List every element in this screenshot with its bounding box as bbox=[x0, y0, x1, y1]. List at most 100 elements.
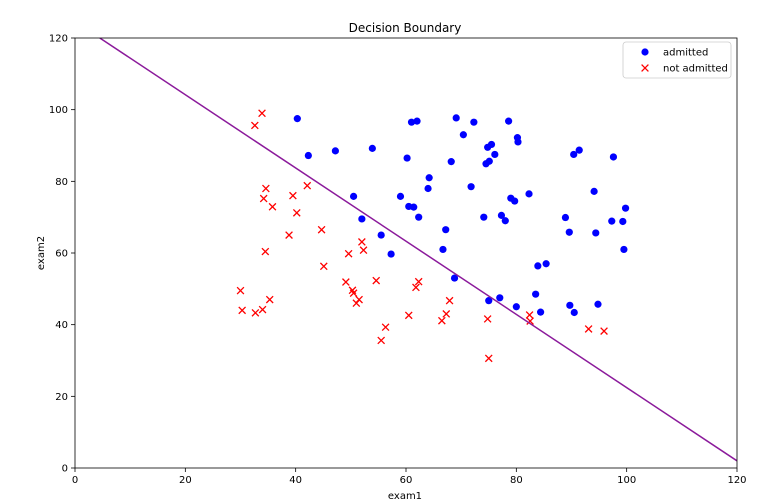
admitted-point bbox=[450, 274, 459, 282]
admitted-point bbox=[377, 231, 385, 239]
admitted-point bbox=[480, 213, 488, 221]
x-tick-label: 20 bbox=[179, 475, 192, 486]
admitted-point bbox=[447, 158, 455, 166]
admitted-point bbox=[487, 140, 496, 149]
admitted-point bbox=[505, 117, 513, 125]
x-tick-label: 100 bbox=[617, 475, 636, 486]
not-admitted-point bbox=[525, 311, 534, 319]
admitted-point bbox=[368, 144, 376, 152]
legend-marker-not-admitted bbox=[641, 64, 649, 72]
not-admitted-point bbox=[349, 289, 358, 297]
not-admitted-point bbox=[358, 238, 366, 246]
not-admitted-point bbox=[584, 325, 593, 333]
admitted-point bbox=[396, 192, 405, 200]
y-tick-label: 0 bbox=[62, 464, 68, 475]
admitted-point bbox=[514, 138, 522, 146]
not-admitted-point bbox=[445, 296, 454, 305]
not-admitted-point bbox=[250, 121, 259, 130]
admitted-point bbox=[501, 217, 509, 225]
admitted-point bbox=[415, 213, 423, 221]
admitted-point bbox=[425, 174, 433, 182]
admitted-point bbox=[470, 118, 478, 126]
decision-boundary-line bbox=[99, 38, 737, 462]
not-admitted-point bbox=[355, 295, 363, 304]
not-admitted-point bbox=[377, 336, 386, 345]
not-admitted-point bbox=[404, 311, 413, 320]
not-admitted-point bbox=[258, 305, 267, 314]
admitted-point bbox=[485, 297, 493, 305]
not-admitted-point bbox=[483, 315, 492, 323]
y-tick-label: 20 bbox=[55, 392, 68, 403]
chart-title: Decision Boundary bbox=[349, 21, 462, 35]
not-admitted-point bbox=[437, 316, 446, 325]
not-admitted-point bbox=[526, 317, 534, 325]
admitted-point bbox=[620, 245, 628, 254]
admitted-point bbox=[439, 245, 447, 254]
not-admitted-point bbox=[359, 246, 368, 254]
admitted-point bbox=[331, 147, 339, 155]
admitted-point bbox=[566, 301, 574, 309]
x-tick-label: 80 bbox=[510, 475, 523, 486]
admitted-point bbox=[561, 213, 570, 222]
series-not-admitted bbox=[236, 109, 608, 363]
admitted-point bbox=[621, 204, 630, 212]
admitted-point bbox=[570, 308, 578, 317]
not-admitted-point bbox=[319, 262, 328, 271]
admitted-point bbox=[609, 153, 618, 161]
not-admitted-point bbox=[261, 247, 270, 256]
x-tick-label: 60 bbox=[400, 475, 413, 486]
not-admitted-point bbox=[236, 286, 245, 295]
admitted-point bbox=[575, 146, 583, 154]
y-tick-label: 40 bbox=[55, 320, 68, 331]
not-admitted-point bbox=[342, 278, 350, 286]
admitted-point bbox=[358, 215, 366, 223]
not-admitted-point bbox=[317, 225, 326, 234]
not-admitted-point bbox=[285, 231, 293, 239]
legend-box bbox=[622, 41, 732, 79]
not-admitted-point bbox=[251, 308, 260, 317]
legend: admitted not admitted bbox=[622, 41, 732, 79]
admitted-point bbox=[525, 190, 533, 198]
not-admitted-point bbox=[265, 295, 274, 304]
admitted-point bbox=[570, 150, 578, 159]
not-admitted-point bbox=[344, 249, 353, 258]
admitted-point bbox=[542, 260, 550, 268]
not-admitted-point bbox=[258, 109, 266, 118]
y-axis-label: exam2 bbox=[36, 236, 47, 270]
admitted-point bbox=[467, 183, 475, 191]
admitted-point bbox=[304, 151, 312, 160]
y-tick-label: 80 bbox=[55, 177, 68, 188]
not-admitted-point bbox=[289, 191, 297, 200]
not-admitted-point bbox=[238, 306, 247, 315]
admitted-point bbox=[452, 114, 460, 122]
y-tick-label: 60 bbox=[55, 249, 68, 260]
admitted-point bbox=[387, 250, 395, 258]
legend-label: not admitted bbox=[663, 64, 728, 75]
x-tick-label: 120 bbox=[727, 475, 746, 486]
admitted-point bbox=[485, 157, 493, 165]
admitted-point bbox=[512, 303, 520, 311]
admitted-point bbox=[565, 228, 573, 236]
admitted-point bbox=[407, 118, 416, 126]
legend-label: admitted bbox=[663, 48, 708, 59]
admitted-point bbox=[608, 217, 616, 225]
plot-area: 0 20 40 60 80 100 120 0 20 40 60 80 100 120 bbox=[49, 34, 747, 487]
not-admitted-point bbox=[381, 323, 390, 332]
not-admitted-point bbox=[303, 181, 312, 190]
admitted-point bbox=[619, 217, 627, 226]
admitted-point bbox=[511, 197, 519, 205]
admitted-point bbox=[496, 294, 504, 302]
x-tick-label: 40 bbox=[289, 475, 302, 486]
not-admitted-point bbox=[414, 277, 423, 286]
not-admitted-point bbox=[412, 283, 420, 292]
x-tick-label: 0 bbox=[72, 475, 78, 486]
not-admitted-point bbox=[442, 310, 451, 318]
admitted-point bbox=[349, 192, 358, 200]
admitted-point bbox=[413, 117, 421, 125]
admitted-point bbox=[537, 308, 545, 316]
admitted-point bbox=[497, 211, 506, 219]
not-admitted-point bbox=[259, 194, 268, 203]
admitted-point bbox=[491, 150, 499, 159]
